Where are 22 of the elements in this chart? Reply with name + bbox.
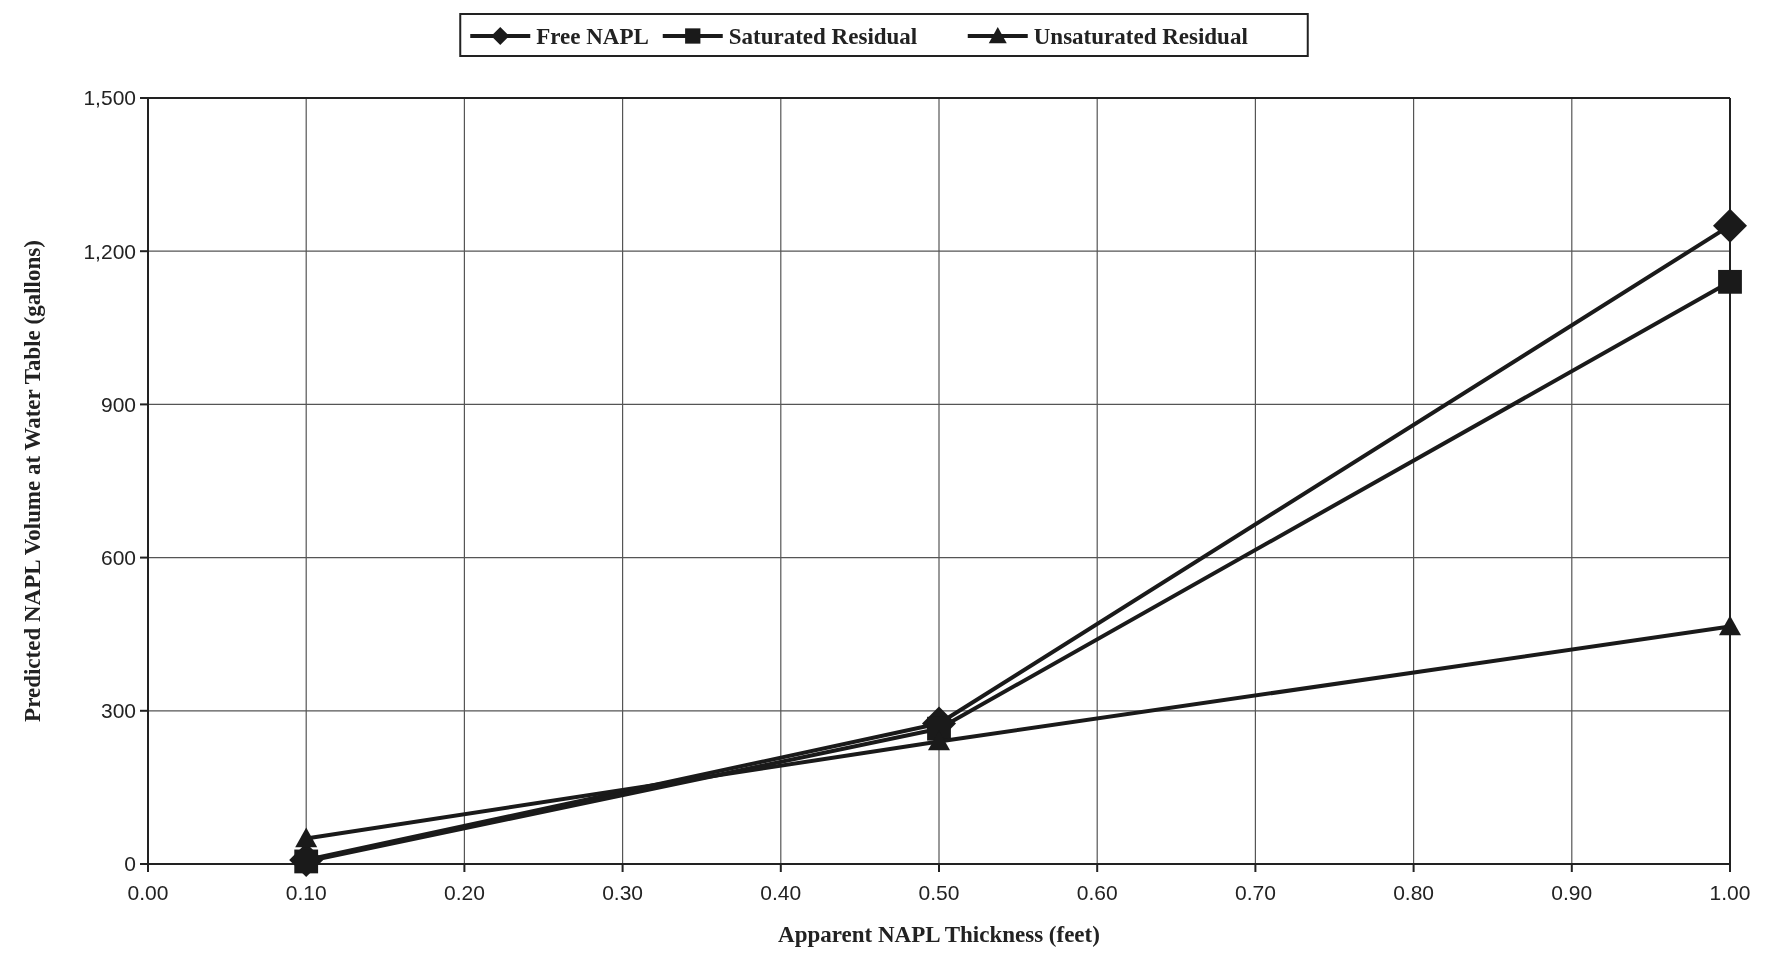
x-tick-label: 0.40	[760, 881, 802, 904]
x-tick-label: 0.50	[918, 881, 960, 904]
y-tick-label: 1,500	[83, 86, 136, 110]
y-tick-label: 900	[100, 392, 136, 416]
y-tick-label: 1,200	[83, 239, 136, 263]
x-tick-label: 0.20	[443, 881, 485, 904]
legend-label: Saturated Residual	[728, 24, 918, 50]
y-tick-label: 300	[100, 699, 136, 723]
legend-label: Free NAPL	[536, 24, 649, 50]
x-tick-label: 0.00	[127, 881, 169, 904]
y-axis-title: Predicted NAPL Volume at Water Table (gallons)	[20, 240, 45, 722]
x-tick-label: 0.70	[1234, 881, 1276, 904]
x-tick-label: 0.10	[285, 881, 327, 904]
legend-label: Unsaturated Residual	[1033, 24, 1248, 50]
x-tick-label: 0.60	[1076, 881, 1118, 904]
y-tick-label: 0	[124, 852, 136, 876]
x-tick-label: 0.30	[602, 881, 644, 904]
x-axis-title: Apparent NAPL Thickness (feet)	[778, 922, 1100, 947]
x-tick-label: 0.80	[1393, 881, 1435, 904]
x-tick-label: 0.90	[1551, 881, 1593, 904]
y-tick-label: 600	[100, 545, 136, 569]
x-tick-label: 1.00	[1709, 881, 1751, 904]
